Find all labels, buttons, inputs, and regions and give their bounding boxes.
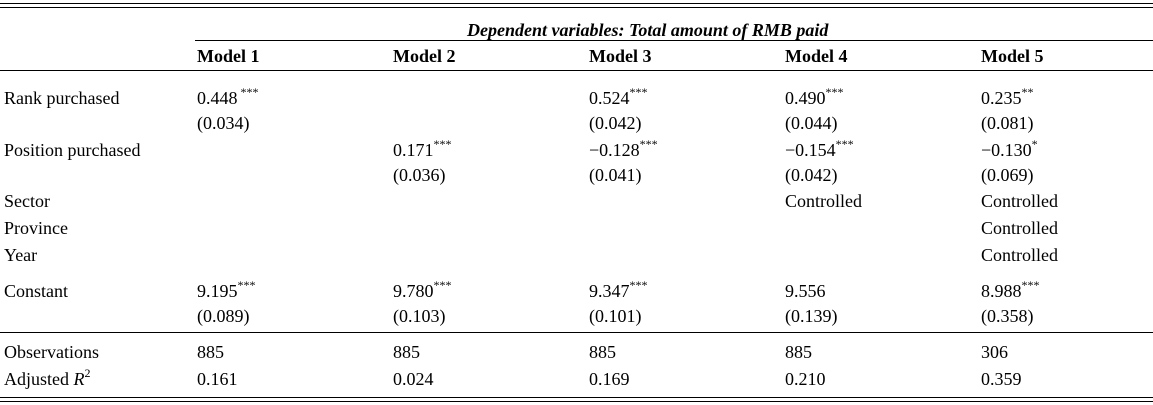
rank-coef-model-5: 0.235** <box>981 85 1034 108</box>
header-model-1: Model 1 <box>197 46 260 66</box>
position-coef-model-2: 0.171*** <box>393 137 452 160</box>
position-se-model-2: (0.036) <box>393 165 446 185</box>
rank-coef-model-1: 0.448 *** <box>197 85 259 108</box>
rank-coef-model-4: 0.490*** <box>785 85 844 108</box>
position-se-model-5: (0.069) <box>981 165 1034 185</box>
row-label-province: Province <box>4 218 68 238</box>
observations-model-4: 885 <box>785 342 812 362</box>
adjusted-r2-model-4: 0.210 <box>785 369 826 389</box>
header-model-2: Model 2 <box>393 46 456 66</box>
position-coef-model-5: −0.130* <box>981 137 1038 160</box>
constant-se-model-1: (0.089) <box>197 306 250 326</box>
position-coef-model-4: −0.154*** <box>785 137 854 160</box>
position-coef-model-3: −0.128*** <box>589 137 658 160</box>
constant-coef-model-5: 8.988*** <box>981 278 1040 301</box>
caption-rule <box>195 40 1153 41</box>
rank-se-model-4: (0.044) <box>785 113 838 133</box>
header-model-5: Model 5 <box>981 46 1044 66</box>
row-label-adjusted-r2: Adjusted R2 <box>4 366 91 389</box>
adjusted-r2-model-3: 0.169 <box>589 369 630 389</box>
sector-model-5: Controlled <box>981 191 1058 211</box>
rank-coef-model-3: 0.524*** <box>589 85 648 108</box>
row-label-rank: Rank purchased <box>4 88 120 108</box>
adjusted-r2-model-2: 0.024 <box>393 369 434 389</box>
row-label-sector: Sector <box>4 191 50 211</box>
stats-rule <box>0 332 1153 333</box>
sector-model-4: Controlled <box>785 191 862 211</box>
constant-se-model-3: (0.101) <box>589 306 642 326</box>
header-rule <box>0 70 1153 71</box>
observations-model-2: 885 <box>393 342 420 362</box>
header-model-4: Model 4 <box>785 46 848 66</box>
province-model-5: Controlled <box>981 218 1058 238</box>
row-label-observations: Observations <box>4 342 99 362</box>
row-label-year: Year <box>4 245 38 265</box>
constant-coef-model-4: 9.556 <box>785 281 826 301</box>
bottom-rule-1 <box>0 397 1153 398</box>
observations-model-1: 885 <box>197 342 224 362</box>
year-model-5: Controlled <box>981 245 1058 265</box>
top-rule-2 <box>0 7 1153 8</box>
observations-model-3: 885 <box>589 342 616 362</box>
row-label-constant: Constant <box>4 281 69 301</box>
constant-coef-model-2: 9.780*** <box>393 278 452 301</box>
adjusted-r2-model-5: 0.359 <box>981 369 1022 389</box>
position-se-model-4: (0.042) <box>785 165 838 185</box>
table-caption: Dependent variables: Total amount of RMB… <box>467 20 829 40</box>
position-se-model-3: (0.041) <box>589 165 642 185</box>
constant-coef-model-1: 9.195*** <box>197 278 256 301</box>
constant-se-model-2: (0.103) <box>393 306 446 326</box>
adjusted-r2-model-1: 0.161 <box>197 369 238 389</box>
constant-se-model-5: (0.358) <box>981 306 1034 326</box>
rank-se-model-1: (0.034) <box>197 113 250 133</box>
row-label-position: Position purchased <box>4 140 141 160</box>
observations-model-5: 306 <box>981 342 1008 362</box>
rank-se-model-3: (0.042) <box>589 113 642 133</box>
top-rule-1 <box>0 3 1153 4</box>
rank-se-model-5: (0.081) <box>981 113 1034 133</box>
bottom-rule-2 <box>0 401 1153 402</box>
constant-se-model-4: (0.139) <box>785 306 838 326</box>
header-model-3: Model 3 <box>589 46 652 66</box>
constant-coef-model-3: 9.347*** <box>589 278 648 301</box>
